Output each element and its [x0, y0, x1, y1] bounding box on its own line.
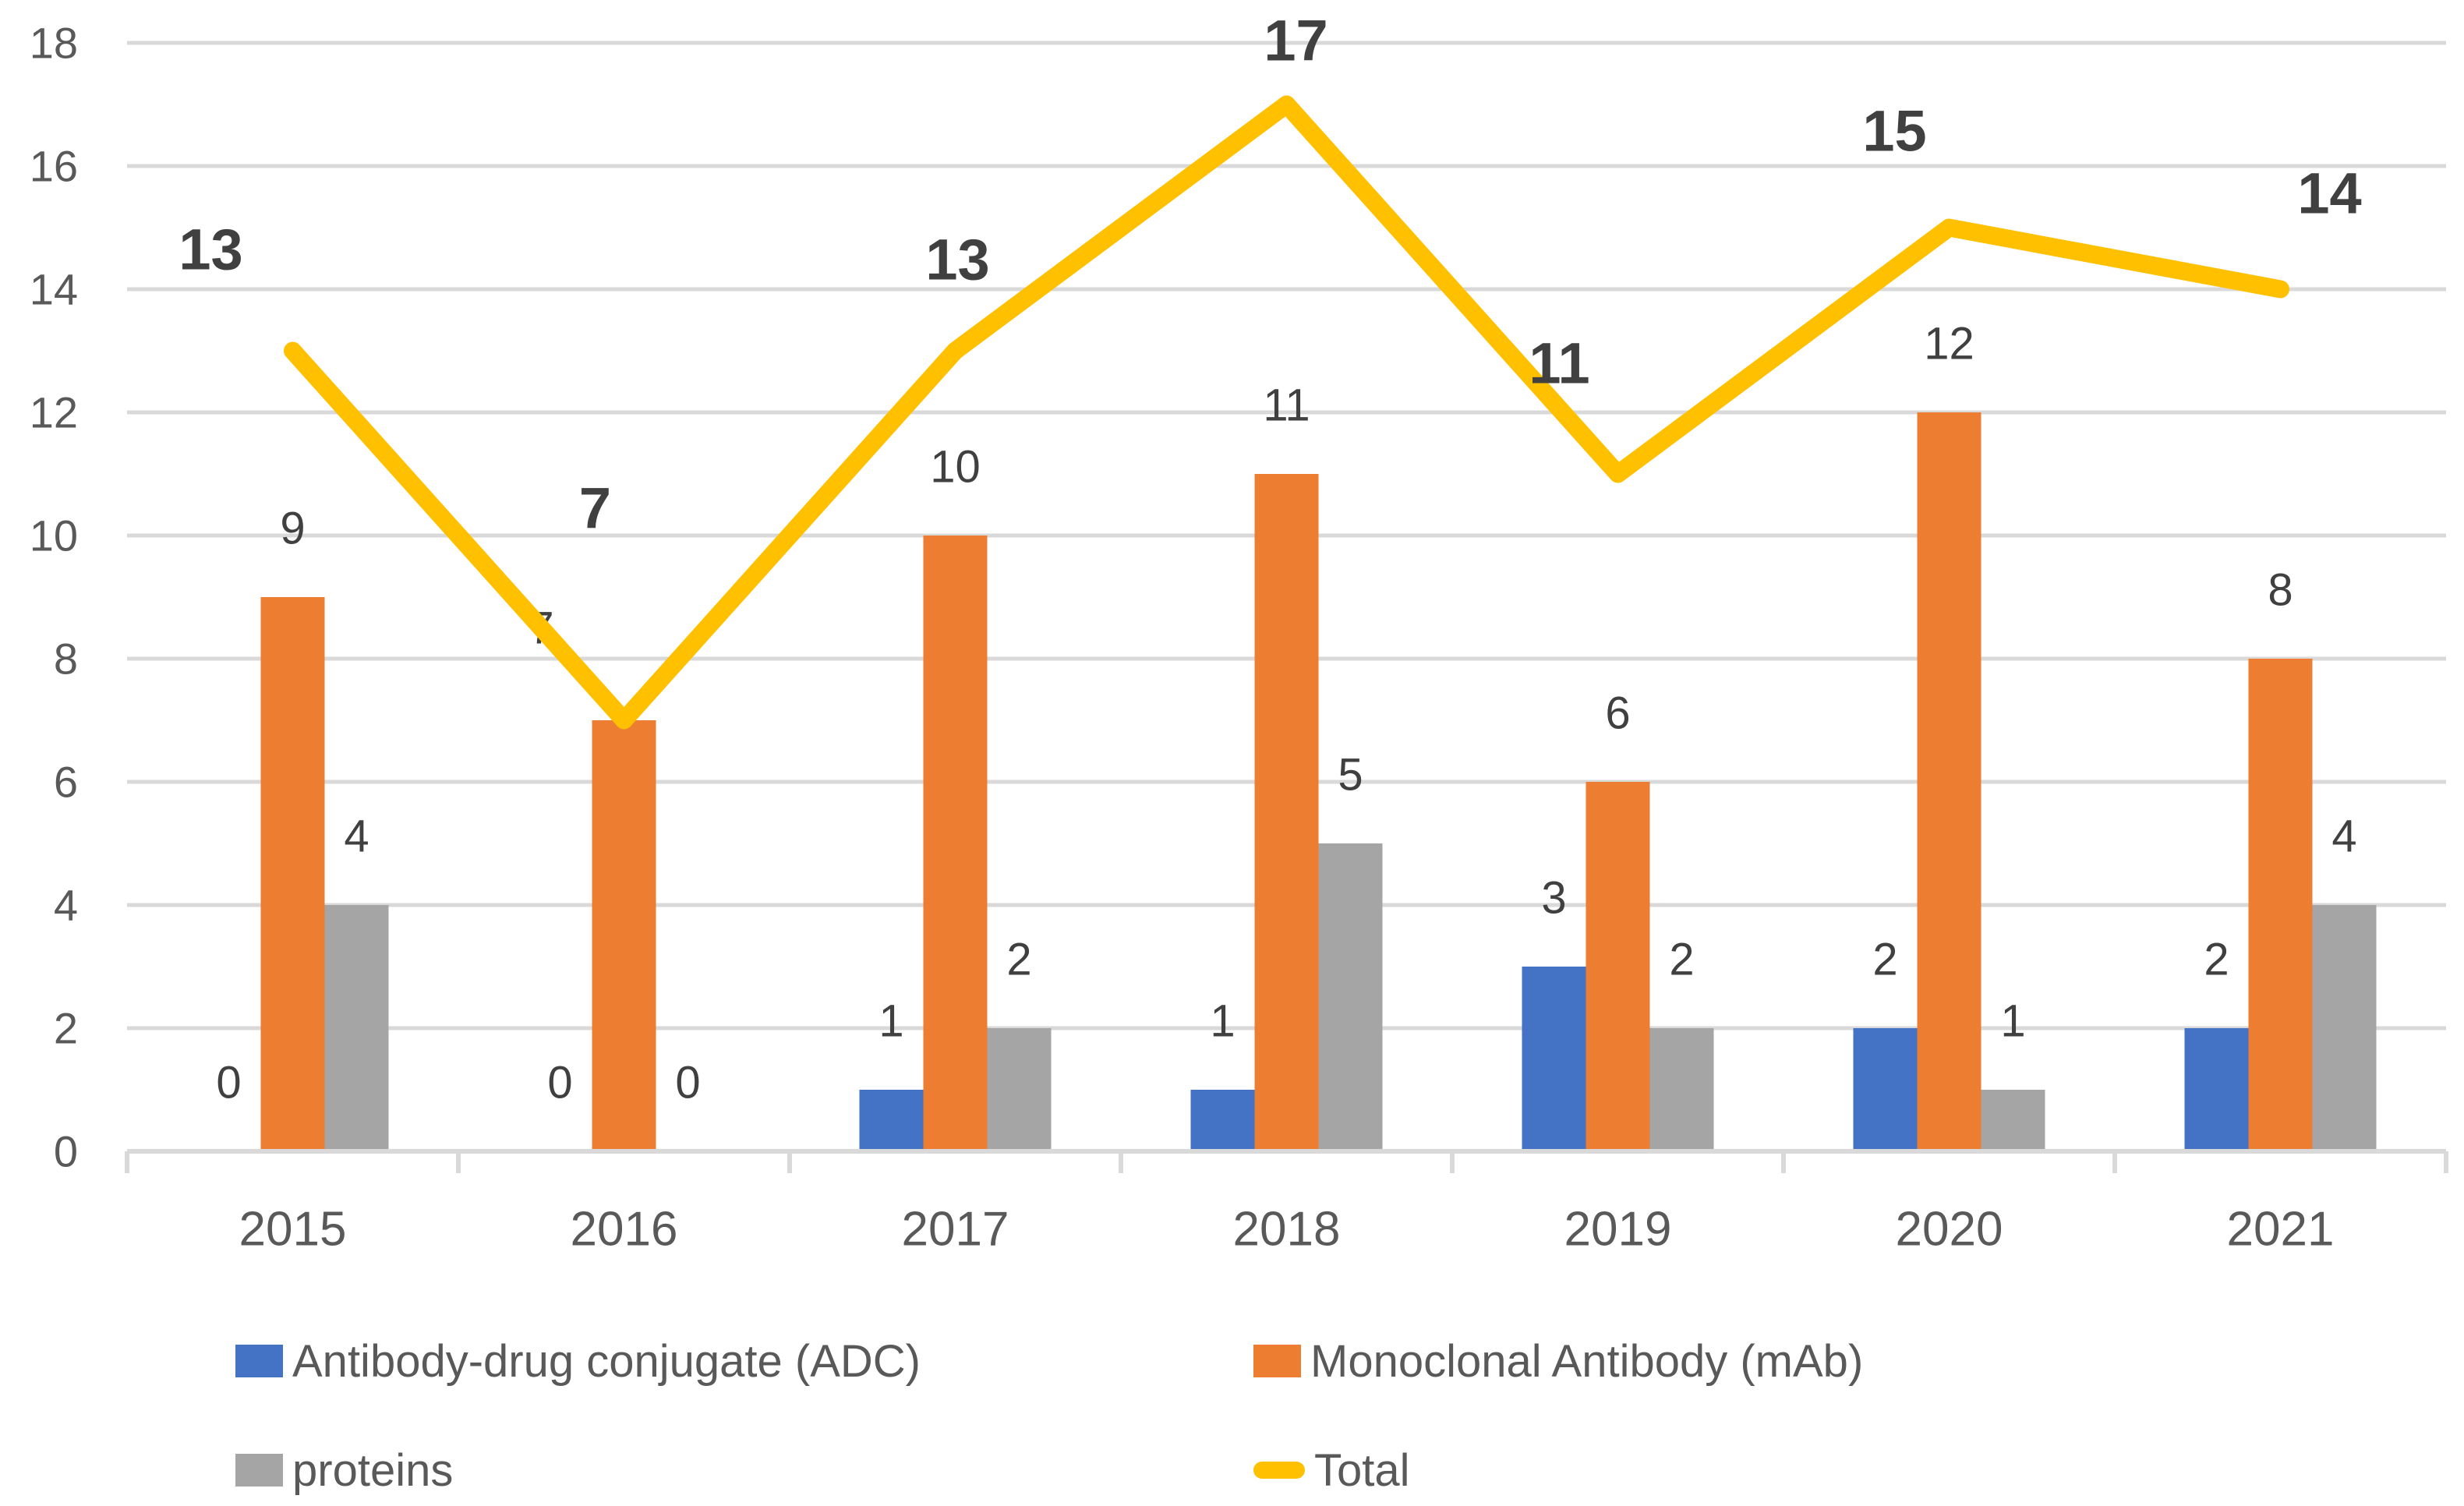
y-axis-label-10: 10: [30, 511, 78, 560]
legend-swatch-mab: [1253, 1345, 1301, 1377]
bar-proteins-2017: [987, 1028, 1052, 1151]
data-label-antibody-drug-conjugate-adc--2016: 0: [547, 1058, 572, 1108]
data-label-antibody-drug-conjugate-adc--2021: 2: [2204, 935, 2229, 985]
data-label-monoclonal-antibody-mab--2015: 9: [280, 504, 305, 554]
bar-proteins-2019: [1649, 1028, 1714, 1151]
total-label-2019: 11: [1529, 331, 1589, 396]
total-line: [284, 95, 2289, 730]
total-label-2017: 13: [925, 228, 989, 292]
data-label-monoclonal-antibody-mab--2021: 8: [2268, 565, 2293, 616]
data-label-proteins-2015: 4: [344, 811, 369, 862]
data-label-proteins-2016: 0: [675, 1058, 700, 1108]
x-axis-label-2020: 2020: [1896, 1203, 2003, 1257]
bar-proteins-2020: [1981, 1090, 2045, 1151]
y-axis-label-18: 18: [30, 19, 78, 68]
legend-item-proteins: proteins: [235, 1445, 453, 1496]
data-label-monoclonal-antibody-mab--2017: 10: [930, 442, 981, 493]
data-label-proteins-2020: 1: [2000, 996, 2025, 1047]
y-axis-label-0: 0: [54, 1127, 78, 1176]
legend-item-adc: Antibody-drug conjugate (ADC): [235, 1336, 921, 1387]
bar-antibody-drug-conjugate-adc--2017: [859, 1090, 924, 1151]
data-label-antibody-drug-conjugate-adc--2015: 0: [216, 1058, 241, 1108]
bar-proteins-2018: [1318, 843, 1383, 1151]
bar-proteins-2015: [324, 905, 389, 1151]
bar-antibody-drug-conjugate-adc--2021: [2184, 1028, 2249, 1151]
legend-label-adc: Antibody-drug conjugate (ADC): [292, 1335, 921, 1387]
data-label-proteins-2019: 2: [1669, 935, 1694, 985]
y-axis-label-16: 16: [30, 142, 78, 191]
y-axis-label-4: 4: [54, 881, 78, 930]
x-axis-label-2019: 2019: [1564, 1203, 1672, 1257]
x-axis-label-2016: 2016: [571, 1203, 678, 1257]
data-label-monoclonal-antibody-mab--2018: 11: [1263, 380, 1310, 431]
bar-antibody-drug-conjugate-adc--2018: [1190, 1090, 1255, 1151]
total-label-2018: 17: [1264, 9, 1327, 73]
data-label-proteins-2018: 5: [1338, 750, 1363, 801]
data-label-monoclonal-antibody-mab--2020: 12: [1924, 319, 1974, 369]
data-label-antibody-drug-conjugate-adc--2020: 2: [1872, 935, 1897, 985]
bar-proteins-2021: [2312, 905, 2377, 1151]
data-label-antibody-drug-conjugate-adc--2018: 1: [1210, 996, 1235, 1047]
legend-swatch-total-line: [1253, 1462, 1305, 1479]
bar-antibody-drug-conjugate-adc--2019: [1522, 967, 1586, 1151]
total-label-2016: 7: [579, 476, 611, 541]
total-label-2021: 14: [2297, 161, 2361, 226]
y-axis-label-12: 12: [30, 388, 78, 437]
x-axis-label-2018: 2018: [1233, 1203, 1341, 1257]
legend-swatch-adc: [235, 1345, 283, 1377]
x-axis-label-2017: 2017: [902, 1203, 1009, 1257]
bar-monoclonal-antibody-mab--2017: [923, 536, 988, 1151]
legend-label-mab: Monoclonal Antibody (mAb): [1310, 1335, 1864, 1387]
x-axis-label-2015: 2015: [239, 1203, 347, 1257]
data-label-proteins-2021: 4: [2331, 811, 2356, 862]
y-axis-label-6: 6: [54, 758, 78, 807]
bar-monoclonal-antibody-mab--2021: [2248, 659, 2313, 1151]
bar-monoclonal-antibody-mab--2018: [1254, 474, 1319, 1151]
bar-monoclonal-antibody-mab--2019: [1586, 782, 1650, 1151]
data-label-monoclonal-antibody-mab--2019: 6: [1605, 688, 1630, 739]
data-label-antibody-drug-conjugate-adc--2017: 1: [878, 996, 903, 1047]
bar-monoclonal-antibody-mab--2015: [260, 597, 325, 1151]
legend-swatch-proteins: [235, 1454, 283, 1487]
data-label-proteins-2017: 2: [1006, 935, 1031, 985]
x-axis-label-2021: 2021: [2227, 1203, 2335, 1257]
legend-label-proteins: proteins: [292, 1444, 454, 1496]
legend-label-total: Total: [1314, 1444, 1410, 1496]
y-axis-label-2: 2: [54, 1004, 78, 1053]
bar-antibody-drug-conjugate-adc--2020: [1853, 1028, 1918, 1151]
legend-item-mab: Monoclonal Antibody (mAb): [1253, 1336, 1863, 1387]
legend-item-total: Total: [1253, 1445, 1410, 1496]
total-label-2015: 13: [179, 217, 242, 282]
bar-monoclonal-antibody-mab--2020: [1917, 412, 1981, 1151]
bar-monoclonal-antibody-mab--2016: [592, 720, 656, 1151]
y-axis-label-8: 8: [54, 635, 78, 684]
data-label-antibody-drug-conjugate-adc--2019: 3: [1541, 873, 1566, 924]
total-label-2020: 15: [1862, 99, 1926, 164]
y-axis-label-14: 14: [30, 265, 78, 314]
